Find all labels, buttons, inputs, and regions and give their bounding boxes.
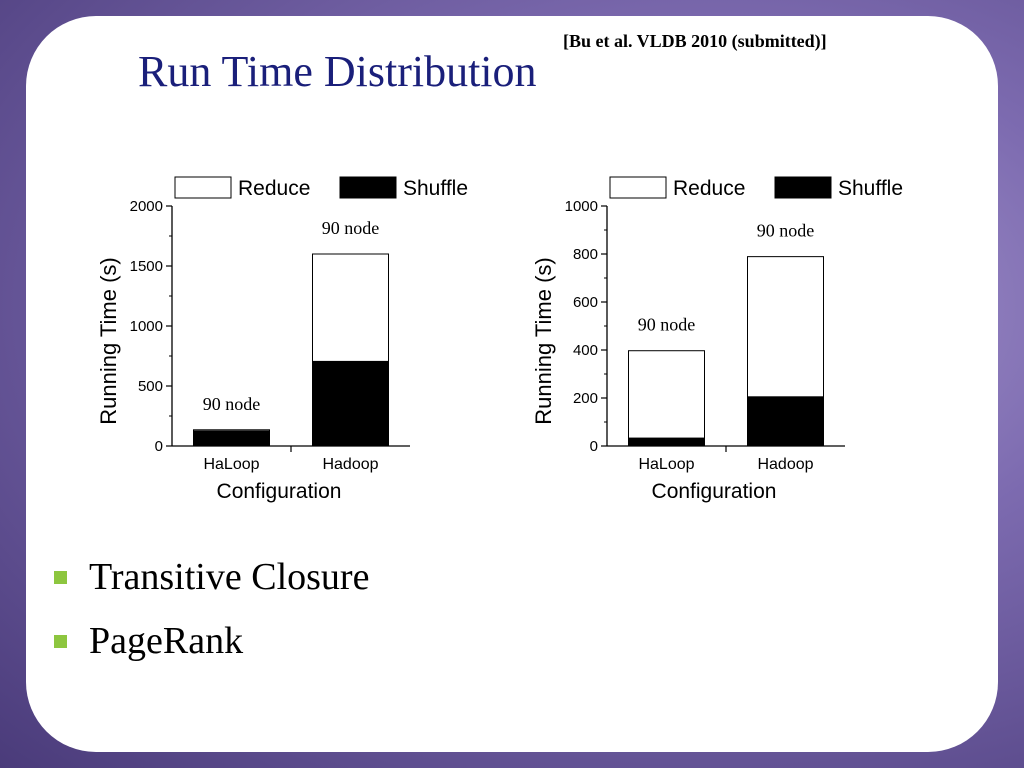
x-tick-label: HaLoop (203, 456, 259, 473)
y-tick-label: 600 (573, 294, 598, 311)
bar-reduce (312, 253, 389, 362)
chart-right: Reduce Shuffle 0 200 400 600 800 1000 90 node HaL… (531, 176, 903, 503)
bar-shuffle (747, 396, 824, 447)
y-axis-label: Running Time (s) (96, 257, 121, 425)
y-tick-label: 400 (573, 342, 598, 359)
y-tick-label: 800 (573, 246, 598, 263)
y-tick-label: 1500 (130, 258, 163, 275)
slide-card (26, 16, 998, 752)
y-tick-label: 0 (155, 438, 163, 455)
legend-label: Reduce (238, 177, 310, 200)
y-tick-label: 0 (590, 438, 598, 455)
chart-left: Reduce Shuffle 0 500 1000 1500 2000 90 node HaLo… (96, 176, 468, 503)
bar-shuffle (312, 360, 389, 447)
x-tick-label: HaLoop (638, 456, 694, 473)
y-tick-label: 200 (573, 390, 598, 407)
x-tick-label: Hadoop (757, 456, 813, 473)
y-tick-label: 2000 (130, 198, 163, 215)
bullet-square-icon (54, 634, 67, 648)
bar-annotation: 90 node (638, 315, 696, 335)
y-tick-label: 500 (138, 378, 163, 395)
x-tick-label: Hadoop (322, 456, 378, 473)
y-axis-label: Running Time (s) (531, 257, 556, 425)
bullet-text: Transitive Closure (89, 556, 370, 598)
bar-reduce (628, 350, 705, 439)
bullet-square-icon (54, 570, 67, 584)
legend-swatch (174, 176, 232, 199)
bar-annotation: 90 node (203, 394, 261, 414)
bar-annotation: 90 node (757, 221, 815, 241)
legend-swatch (339, 176, 397, 199)
bar-annotation: 90 node (322, 218, 380, 238)
citation: [Bu et al. VLDB 2010 (submitted)] (563, 31, 827, 51)
x-axis-label: Configuration (652, 480, 777, 503)
bar-reduce (193, 429, 270, 432)
bar-shuffle (193, 430, 270, 447)
legend-swatch (774, 176, 832, 199)
y-tick-label: 1000 (565, 198, 598, 215)
bar-reduce (747, 256, 824, 398)
bullet-list: Transitive Closure PageRank (54, 545, 369, 673)
legend-label: Shuffle (403, 177, 468, 200)
bullet-item: PageRank (54, 609, 369, 673)
legend-swatch (609, 176, 667, 199)
x-axis-label: Configuration (217, 480, 342, 503)
bullet-text: PageRank (89, 620, 244, 662)
slide-title: Run Time Distribution (138, 47, 537, 96)
legend-label: Shuffle (838, 177, 903, 200)
bar-shuffle (628, 437, 705, 447)
y-tick-label: 1000 (130, 318, 163, 335)
bullet-item: Transitive Closure (54, 545, 369, 609)
legend-label: Reduce (673, 177, 745, 200)
